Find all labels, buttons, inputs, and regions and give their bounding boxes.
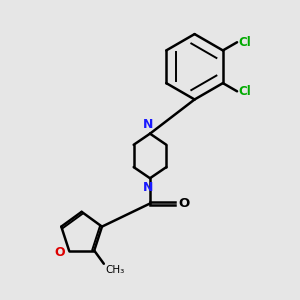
Text: CH₃: CH₃ xyxy=(105,265,124,275)
Text: O: O xyxy=(178,197,190,210)
Text: Cl: Cl xyxy=(238,36,251,49)
Text: N: N xyxy=(143,181,154,194)
Text: N: N xyxy=(143,118,154,131)
Text: Cl: Cl xyxy=(238,85,251,98)
Text: O: O xyxy=(55,245,65,259)
